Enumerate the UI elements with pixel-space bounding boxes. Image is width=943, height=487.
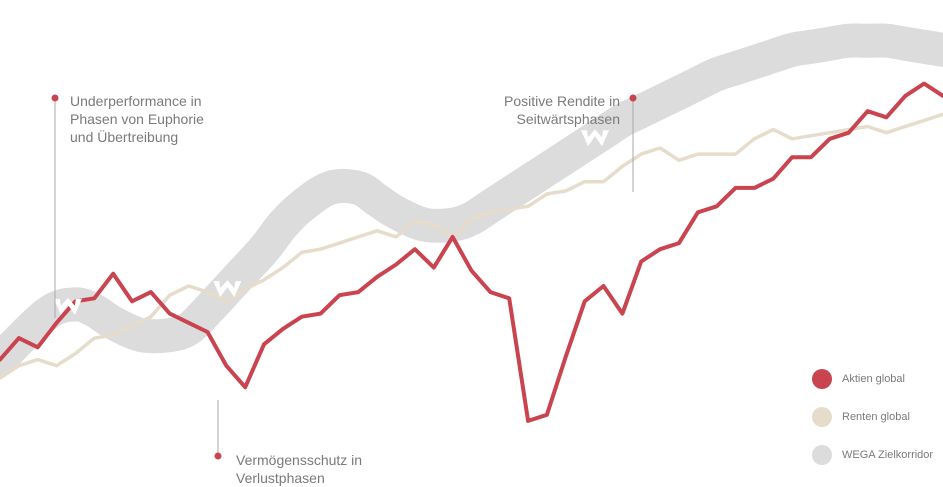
wega-logo-icon (581, 129, 609, 147)
legend-label-wega: WEGA Zielkorridor (842, 448, 934, 461)
legend-label-renten: Renten global (842, 410, 910, 423)
annotation-vermoegensschutz: Vermögensschutz in Verlustphasen (236, 452, 363, 486)
annotation-positive-rendite: Positive Rendite in Seitwärtsphasen (504, 93, 620, 127)
legend-swatch-wega (812, 444, 832, 465)
legend-item-wega: WEGA Zielkorridor (812, 444, 933, 465)
annotation-dot (214, 452, 222, 460)
wega-logo-icon (53, 297, 82, 315)
legend-item-aktien: Aktien global (812, 368, 933, 389)
legend-label-aktien: Aktien global (842, 372, 905, 385)
series-lines (0, 81, 943, 423)
legend-item-renten: Renten global (812, 406, 933, 427)
wega-corridor-band (0, 23, 943, 377)
wega-logo-markers (53, 129, 609, 315)
legend-swatch-aktien (812, 368, 832, 389)
annotation-markers (51, 94, 637, 460)
series-line-renten (0, 112, 943, 380)
series-line-aktien (0, 81, 943, 423)
wega-logo-icon (213, 280, 242, 298)
legend: Aktien global Renten global WEGA Zielkor… (812, 368, 933, 482)
annotation-underperformance: Underperformance in Phasen von Euphorie … (70, 93, 204, 145)
annotation-dot (629, 94, 637, 102)
wega-corridor-path (0, 23, 943, 377)
legend-swatch-renten (812, 406, 832, 427)
annotation-dot (51, 94, 59, 102)
